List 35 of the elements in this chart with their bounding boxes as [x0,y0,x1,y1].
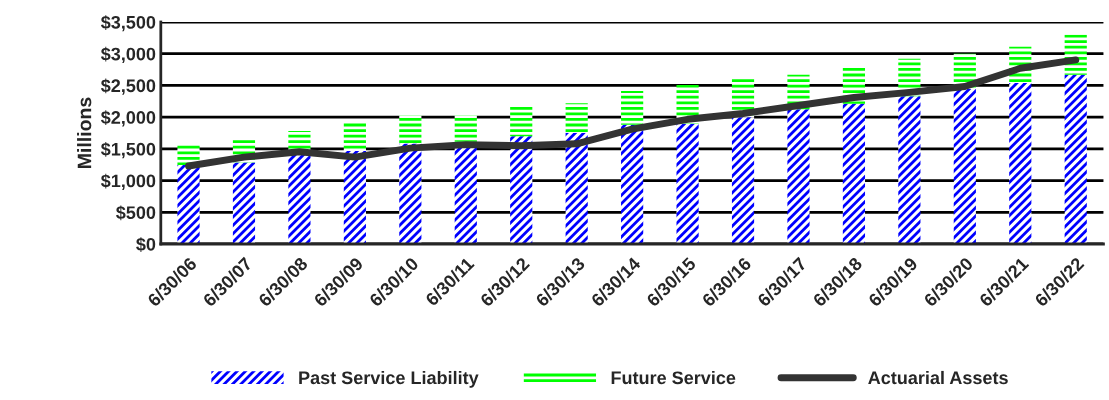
bar [510,136,533,244]
legend-label: Past Service Liability [299,370,479,388]
y-tick-label: $500 [116,205,156,221]
bar [842,103,866,244]
bar [953,89,976,244]
bar [676,123,699,244]
legend-label: Future Service [611,370,736,385]
bar [177,164,200,244]
y-tick-label: $0 [136,237,156,252]
bar [177,143,200,165]
bar [621,124,644,244]
y-tick-label: $2,000 [100,110,156,127]
bar [565,103,588,133]
bar [288,153,311,244]
bar [343,122,366,152]
bar [565,132,588,244]
bar [621,90,644,125]
y-tick-label: $3,000 [100,46,156,64]
bar [1009,82,1032,244]
y-tick-label: $3,500 [100,15,156,32]
y-tick-label: $2,500 [100,78,156,95]
bar [787,109,810,244]
bar [399,114,422,144]
legend-label: Actuarial Assets [868,370,1008,385]
y-tick-label: $1,500 [100,142,156,159]
bar [510,107,533,137]
bar [898,96,921,244]
y-axis-title: Millions [77,97,92,168]
bar [454,114,477,142]
y-tick-label: $1,000 [100,173,156,190]
bar [731,117,755,244]
bar [343,151,366,244]
bar [232,162,256,244]
bar [399,143,422,244]
bar [1064,74,1087,244]
